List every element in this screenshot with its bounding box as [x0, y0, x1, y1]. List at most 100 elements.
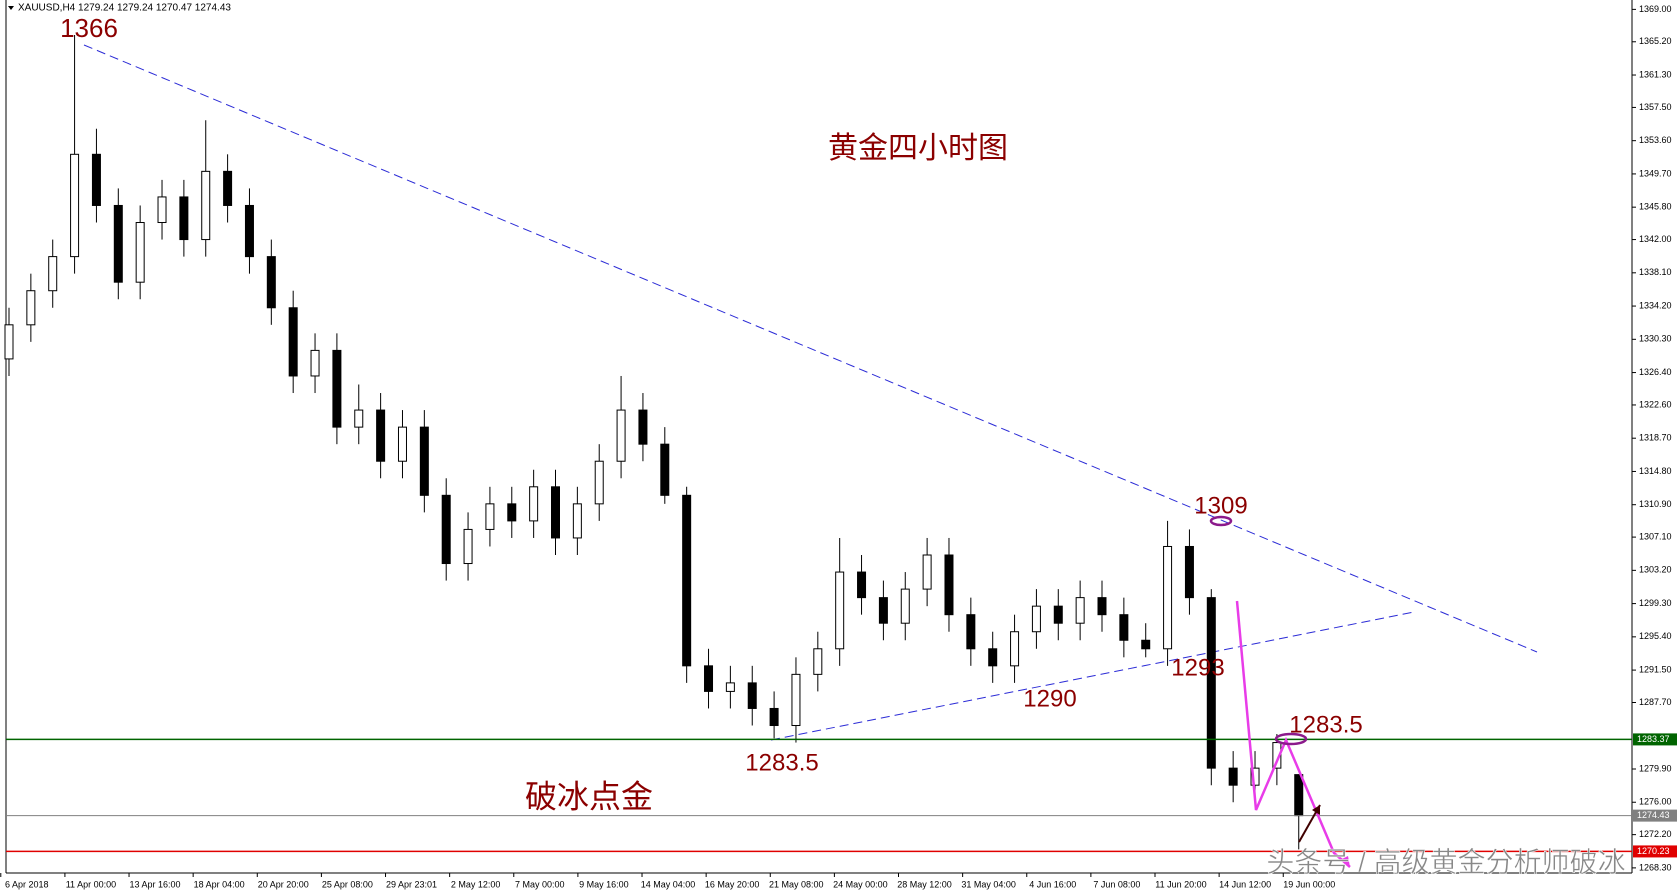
candle-body	[179, 196, 189, 241]
y-tick-label: 1338.10	[1639, 267, 1672, 277]
candle-body	[922, 554, 932, 590]
candle-body	[1119, 614, 1129, 641]
x-tick-label: 16 May 20:00	[705, 879, 760, 889]
y-tick-label: 1342.00	[1639, 234, 1672, 244]
candle-body	[48, 256, 58, 292]
candle-body	[638, 409, 648, 445]
marker-ellipse	[1209, 515, 1233, 527]
candle-body	[397, 426, 407, 462]
y-tick-label: 1307.10	[1639, 531, 1672, 541]
arrow-head	[1312, 805, 1320, 815]
candle-body	[135, 222, 145, 283]
candles	[4, 34, 1304, 850]
y-tick-label: 1345.80	[1639, 202, 1672, 212]
candle-body	[332, 349, 342, 428]
x-tick-label: 6 Apr 2018	[5, 879, 49, 889]
candle-body	[835, 571, 845, 650]
y-tick-label: 1279.90	[1639, 763, 1672, 773]
forecast-path	[1235, 600, 1351, 868]
x-tick-label: 7 Jun 08:00	[1093, 879, 1140, 889]
annotation: 1366	[60, 13, 118, 43]
candle-body	[1053, 605, 1063, 624]
annotation: 1293	[1171, 654, 1224, 681]
candle-body	[857, 571, 867, 599]
x-tick-label: 13 Apr 16:00	[130, 879, 181, 889]
x-tick-label: 24 May 00:00	[833, 879, 888, 889]
x-tick-label: 29 Apr 23:01	[386, 879, 437, 889]
x-tick-label: 4 Jun 16:00	[1029, 879, 1076, 889]
levels: 1283.37 1274.43 1270.23	[6, 733, 1677, 858]
x-tick-label: 14 Jun 12:00	[1219, 879, 1271, 889]
x-tick-label: 20 Apr 20:00	[258, 879, 309, 889]
y-tick-label: 1322.60	[1639, 399, 1672, 409]
candle-body	[704, 665, 714, 692]
candle-body	[1206, 597, 1216, 769]
candle-body	[551, 486, 560, 539]
candle-body	[310, 349, 320, 377]
annotation: 破冰点金	[525, 778, 653, 814]
x-tick-label: 2 May 12:00	[451, 879, 501, 889]
candle-body	[113, 204, 123, 283]
y-tick-label: 1268.30	[1639, 862, 1672, 872]
candle-body	[1294, 774, 1304, 817]
candle-body	[660, 443, 670, 496]
candle-body	[616, 409, 626, 462]
candle-body	[1141, 639, 1151, 650]
x-tick-label: 7 May 00:00	[515, 879, 565, 889]
trendline	[83, 44, 1538, 653]
candle-body	[900, 588, 910, 624]
candle-body	[1272, 742, 1282, 769]
candle-body	[441, 494, 451, 565]
candle-body	[682, 494, 692, 667]
x-tick-label: 14 May 04:00	[641, 879, 696, 889]
candle-body	[201, 170, 211, 241]
candle-body	[769, 707, 779, 727]
watermark: 头条号 / 高级黄金分析师破冰	[1266, 846, 1625, 877]
y-tick-label: 1353.60	[1639, 135, 1672, 145]
candle-body	[1163, 545, 1173, 650]
x-tick-label: 18 Apr 04:00	[194, 879, 245, 889]
x-tick-label: 31 May 04:00	[961, 879, 1016, 889]
price-level-label: 1283.37	[1637, 734, 1670, 744]
y-tick-label: 1318.70	[1639, 433, 1672, 443]
candle-body	[507, 503, 517, 522]
price-level-label: 1274.43	[1637, 810, 1670, 820]
y-tick-label: 1349.70	[1639, 168, 1672, 178]
y-tick-label: 1361.30	[1639, 69, 1672, 79]
y-tick-label: 1330.30	[1639, 334, 1672, 344]
candle-body	[572, 503, 582, 539]
candle-body	[529, 486, 539, 522]
y-tick-label: 1272.20	[1639, 829, 1672, 839]
candle-body	[376, 409, 386, 462]
candle-body	[463, 528, 473, 565]
annotation: 1290	[1023, 685, 1076, 712]
menu-icon[interactable]	[8, 6, 14, 10]
candle-body	[288, 307, 298, 377]
y-tick-label: 1357.50	[1639, 102, 1672, 112]
candle-body	[223, 170, 233, 206]
x-tick-label: 11 Apr 00:00	[66, 879, 116, 889]
candle-body	[1184, 545, 1194, 599]
candle-body	[70, 153, 80, 258]
price-level-tag	[1633, 845, 1677, 858]
candle-body	[485, 503, 495, 530]
candle-body	[988, 648, 998, 667]
y-tick-label: 1276.00	[1639, 797, 1672, 807]
candle-body	[1250, 767, 1260, 786]
candle-body	[266, 256, 276, 309]
candle-body	[354, 409, 364, 428]
candle-body	[878, 597, 888, 624]
y-tick-label: 1303.20	[1639, 565, 1672, 575]
x-tick-label: 21 May 08:00	[769, 879, 824, 889]
annotation: 1309	[1194, 492, 1247, 519]
candle-body	[26, 290, 36, 326]
annotation: 黄金四小时图	[828, 132, 1008, 165]
y-tick-label: 1334.20	[1639, 300, 1672, 310]
candle-body	[944, 554, 954, 616]
y-tick-label: 1291.50	[1639, 664, 1672, 674]
candle-body	[1228, 767, 1238, 786]
y-tick-label: 1287.70	[1639, 697, 1672, 707]
